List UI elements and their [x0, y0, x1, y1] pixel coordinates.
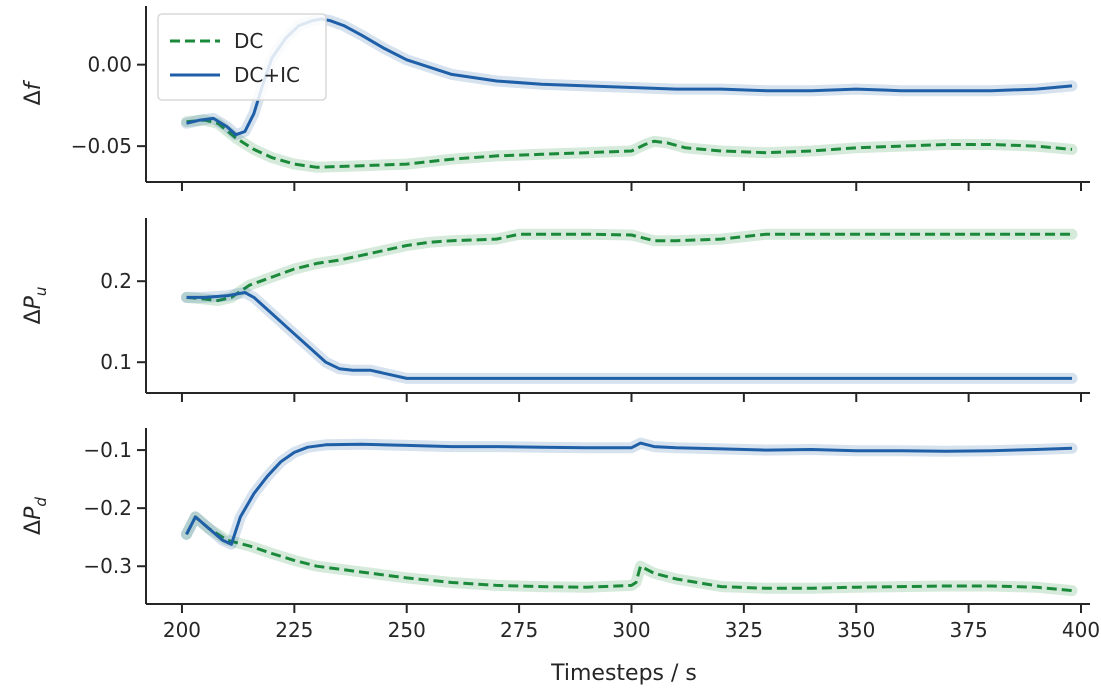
series-band-dc-ic: [181, 437, 1078, 550]
series-band-dc: [181, 511, 1078, 597]
x-axis-title: Timesteps / s: [550, 661, 697, 686]
series-line-dc-ic: [186, 17, 1073, 137]
x-tick-label: 250: [388, 618, 426, 642]
x-tick-label: 200: [163, 618, 201, 642]
x-tick-label: 275: [500, 618, 538, 642]
series-band-dc: [181, 228, 1078, 307]
x-tick-label: 375: [950, 618, 988, 642]
x-tick-label: 300: [612, 618, 650, 642]
series-line-dc-ic: [185, 441, 1073, 546]
y-tick-label: −0.3: [83, 554, 132, 578]
legend-label: DC: [234, 29, 263, 53]
series-band-dc-ic: [181, 287, 1078, 384]
y-tick-label: −0.1: [83, 438, 132, 462]
legend-box: [157, 13, 327, 101]
y-tick-label: 0.2: [100, 269, 132, 293]
panel-delta-f: 0.00 −0.05 Δf DC DC+IC: [21, 6, 1090, 191]
legend-label: DC+IC: [234, 63, 300, 87]
x-tick-label: 400: [1062, 618, 1100, 642]
series-line-dc: [185, 515, 1073, 593]
x-tick-label: 325: [725, 618, 763, 642]
y-axis-title: Δf: [21, 79, 46, 105]
y-axis-title: ΔPd: [21, 497, 50, 535]
panel-delta-pu: 0.2 0.1 ΔPu: [21, 218, 1090, 402]
panel-delta-pd: 200 225 250 275 300 325 350 375 400 −0.1 −0.2 −0.3 Δ…: [21, 428, 1100, 642]
x-tick-label: 350: [837, 618, 875, 642]
series-line-dc-ic: [186, 291, 1072, 380]
series-line-dc: [186, 118, 1073, 169]
y-tick-label: 0.1: [100, 350, 132, 374]
y-tick-label: 0.00: [87, 53, 132, 77]
y-axis-title: ΔPu: [21, 287, 50, 325]
y-tick-label: −0.2: [83, 496, 132, 520]
x-tick-label: 225: [275, 618, 313, 642]
series-line-dc: [186, 232, 1072, 303]
y-tick-label: −0.05: [71, 134, 132, 158]
